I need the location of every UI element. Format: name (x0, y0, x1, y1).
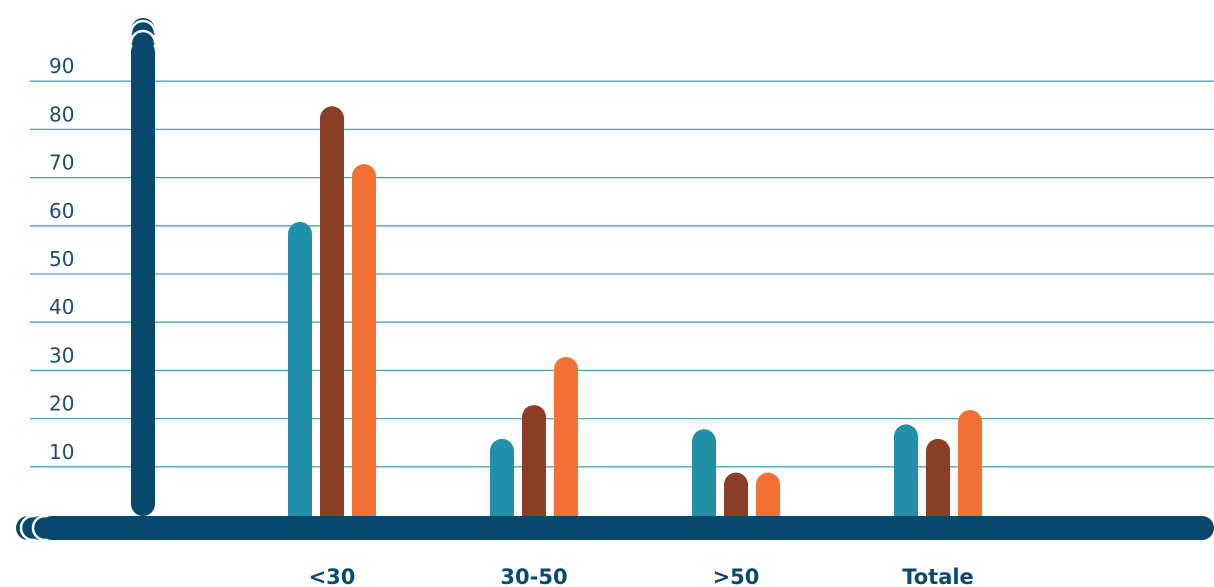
bar-<30-series-3 (352, 164, 376, 518)
bar-<30-series-1 (288, 221, 312, 519)
x-axis-cap-divider (19, 514, 34, 542)
x-tick-label-<30: <30 (309, 565, 356, 587)
bar-Totale-series-1 (894, 424, 918, 518)
y-axis-cap-divider (129, 29, 157, 44)
y-tick-label-60: 60 (49, 199, 74, 223)
x-tick-label->50: >50 (713, 565, 760, 587)
y-tick-label-80: 80 (49, 102, 74, 126)
bar-<30-series-2 (320, 106, 344, 519)
y-axis (131, 40, 155, 516)
axes (16, 18, 1214, 542)
bar->50-series-1 (692, 429, 716, 518)
y-tick-label-20: 20 (49, 392, 74, 416)
y-axis-cap-divider (129, 19, 157, 34)
bars (288, 106, 982, 519)
x-axis (40, 516, 1214, 540)
bar-Totale-series-3 (958, 409, 982, 518)
y-tick-label-30: 30 (49, 343, 74, 367)
bar-Totale-series-2 (926, 438, 950, 518)
bar-30-50-series-1 (490, 438, 514, 518)
bar->50-series-3 (756, 472, 780, 518)
y-axis-tick-labels: 10 20 30 40 50 60 70 80 90 (49, 54, 74, 464)
bar-30-50-series-2 (522, 405, 546, 518)
y-tick-label-50: 50 (49, 247, 74, 271)
x-tick-label-Totale: Totale (902, 565, 974, 587)
x-tick-label-30-50: 30-50 (500, 565, 567, 587)
x-axis-tick-labels: <30 30-50 >50 Totale (309, 565, 974, 587)
gridlines (30, 80, 1214, 468)
bar-30-50-series-3 (554, 356, 578, 518)
y-tick-label-70: 70 (49, 151, 74, 175)
y-tick-label-90: 90 (49, 54, 74, 78)
y-tick-label-10: 10 (49, 440, 74, 464)
x-axis-cap-divider (31, 514, 46, 542)
y-tick-label-40: 40 (49, 295, 74, 319)
bar->50-series-2 (724, 472, 748, 518)
